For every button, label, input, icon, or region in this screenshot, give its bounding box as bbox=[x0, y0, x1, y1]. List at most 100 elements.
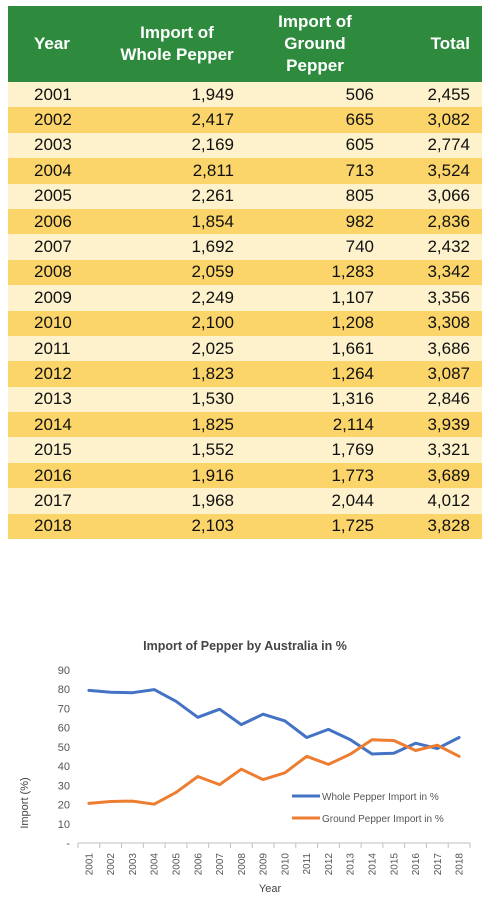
cell-ground-pepper: 713 bbox=[246, 158, 384, 184]
cell-total: 3,308 bbox=[384, 310, 482, 336]
cell-ground-pepper: 1,769 bbox=[246, 437, 384, 463]
x-tick-label: 2008 bbox=[237, 853, 248, 876]
cell-year: 2014 bbox=[8, 412, 108, 438]
cell-ground-pepper: 2,114 bbox=[246, 412, 384, 438]
cell-total: 2,774 bbox=[384, 132, 482, 159]
table-row: 2001 1,949 506 2,455 bbox=[8, 82, 482, 108]
x-tick-label: 2004 bbox=[150, 853, 161, 876]
x-tick-label: 2010 bbox=[280, 853, 291, 876]
cell-ground-pepper: 805 bbox=[246, 183, 384, 209]
cell-year: 2012 bbox=[8, 361, 108, 387]
table-row: 2012 1,823 1,264 3,087 bbox=[8, 361, 482, 387]
whole-pepper-series-line bbox=[87, 688, 461, 756]
x-tick-label: 2007 bbox=[215, 853, 226, 876]
x-tick-label: 2013 bbox=[346, 853, 357, 876]
cell-total: 3,828 bbox=[384, 513, 482, 540]
cell-whole-pepper: 1,530 bbox=[108, 386, 246, 413]
cell-ground-pepper: 605 bbox=[246, 132, 384, 159]
x-tick-label: 2018 bbox=[455, 853, 466, 876]
y-tick-label: 90 bbox=[58, 665, 70, 677]
cell-year: 2010 bbox=[8, 310, 108, 336]
x-tick-label: 2012 bbox=[324, 853, 335, 876]
pepper-import-table-container: Year Import of Whole Pepper Import of Gr… bbox=[8, 6, 482, 540]
x-tick-label: 2016 bbox=[411, 853, 422, 876]
header-whole-line1: Import of bbox=[140, 23, 214, 42]
cell-year: 2017 bbox=[8, 488, 108, 514]
y-tick-label: 50 bbox=[58, 742, 70, 754]
table-row: 2004 2,811 713 3,524 bbox=[8, 158, 482, 184]
cell-total: 3,342 bbox=[384, 259, 482, 286]
cell-total: 3,087 bbox=[384, 361, 482, 387]
cell-whole-pepper: 2,811 bbox=[108, 158, 246, 184]
cell-ground-pepper: 1,316 bbox=[246, 386, 384, 413]
cell-year: 2009 bbox=[8, 285, 108, 311]
table-row: 2008 2,059 1,283 3,342 bbox=[8, 259, 482, 286]
x-axis-label: Year bbox=[259, 883, 282, 895]
cell-year: 2002 bbox=[8, 107, 108, 133]
table-row: 2005 2,261 805 3,066 bbox=[8, 183, 482, 209]
cell-ground-pepper: 1,264 bbox=[246, 361, 384, 387]
y-axis-label: Import (%) bbox=[19, 777, 31, 828]
x-tick-label: 2011 bbox=[302, 853, 313, 875]
cell-whole-pepper: 1,552 bbox=[108, 437, 246, 463]
y-tick-label: 40 bbox=[58, 761, 70, 773]
cell-whole-pepper: 2,103 bbox=[108, 513, 246, 540]
cell-year: 2006 bbox=[8, 208, 108, 235]
table-row: 2011 2,025 1,661 3,686 bbox=[8, 335, 482, 362]
y-tick-label: 10 bbox=[58, 819, 70, 831]
table-body: 2001 1,949 506 2,455 2002 2,417 665 3,082 2003 2,… bbox=[8, 82, 482, 540]
y-tick-label: 20 bbox=[58, 800, 70, 812]
x-tick-label: 2003 bbox=[128, 853, 139, 876]
cell-year: 2004 bbox=[8, 158, 108, 184]
cell-whole-pepper: 2,059 bbox=[108, 259, 246, 286]
cell-year: 2008 bbox=[8, 259, 108, 286]
cell-whole-pepper: 2,100 bbox=[108, 310, 246, 336]
cell-year: 2013 bbox=[8, 386, 108, 413]
table-row: 2009 2,249 1,107 3,356 bbox=[8, 285, 482, 311]
table-row: 2007 1,692 740 2,432 bbox=[8, 234, 482, 260]
cell-whole-pepper: 2,417 bbox=[108, 107, 246, 133]
header-ground-line1: Import of bbox=[278, 12, 352, 31]
cell-total: 2,836 bbox=[384, 208, 482, 235]
table-row: 2006 1,854 982 2,836 bbox=[8, 208, 482, 235]
cell-total: 3,939 bbox=[384, 412, 482, 438]
cell-whole-pepper: 2,249 bbox=[108, 285, 246, 311]
cell-ground-pepper: 665 bbox=[246, 107, 384, 133]
table-row: 2002 2,417 665 3,082 bbox=[8, 107, 482, 133]
cell-ground-pepper: 2,044 bbox=[246, 488, 384, 514]
cell-year: 2015 bbox=[8, 437, 108, 463]
cell-ground-pepper: 1,661 bbox=[246, 335, 384, 362]
header-whole-pepper: Import of Whole Pepper bbox=[108, 6, 246, 82]
y-tick-label: 30 bbox=[58, 780, 70, 792]
cell-ground-pepper: 982 bbox=[246, 208, 384, 235]
y-tick-label: 70 bbox=[58, 703, 70, 715]
cell-ground-pepper: 1,208 bbox=[246, 310, 384, 336]
cell-whole-pepper: 1,968 bbox=[108, 488, 246, 514]
table-row: 2017 1,968 2,044 4,012 bbox=[8, 488, 482, 514]
header-row: Year Import of Whole Pepper Import of Gr… bbox=[8, 6, 482, 82]
cell-ground-pepper: 740 bbox=[246, 234, 384, 260]
table-row: 2014 1,825 2,114 3,939 bbox=[8, 412, 482, 438]
cell-whole-pepper: 1,692 bbox=[108, 234, 246, 260]
series-layer bbox=[87, 688, 461, 806]
cell-total: 4,012 bbox=[384, 488, 482, 514]
header-total: Total bbox=[384, 6, 482, 82]
x-tick-label: 2017 bbox=[433, 853, 444, 876]
cell-whole-pepper: 2,261 bbox=[108, 183, 246, 209]
legend-label: Ground Pepper Import in % bbox=[322, 814, 444, 825]
cell-whole-pepper: 2,169 bbox=[108, 132, 246, 159]
cell-whole-pepper: 1,823 bbox=[108, 361, 246, 387]
cell-total: 2,455 bbox=[384, 82, 482, 108]
cell-whole-pepper: 2,025 bbox=[108, 335, 246, 362]
cell-total: 3,082 bbox=[384, 107, 482, 133]
cell-whole-pepper: 1,854 bbox=[108, 208, 246, 235]
table-row: 2016 1,916 1,773 3,689 bbox=[8, 462, 482, 489]
header-year: Year bbox=[8, 6, 108, 82]
y-tick-label: 60 bbox=[58, 723, 70, 735]
cell-whole-pepper: 1,825 bbox=[108, 412, 246, 438]
chart-title: Import of Pepper by Australia in % bbox=[143, 639, 347, 653]
y-tick-label: 80 bbox=[58, 684, 70, 696]
x-tick-label: 2015 bbox=[389, 853, 400, 876]
pepper-import-line-chart: Import of Pepper by Australia in % - 10 20… bbox=[19, 639, 471, 895]
x-tick-label: 2006 bbox=[193, 853, 204, 876]
